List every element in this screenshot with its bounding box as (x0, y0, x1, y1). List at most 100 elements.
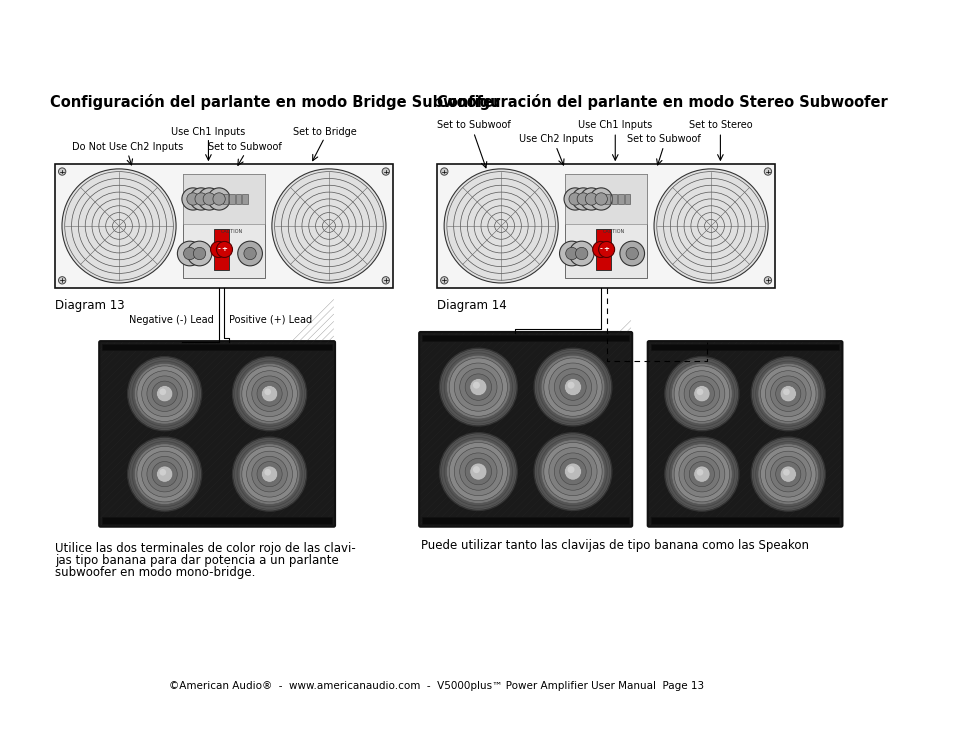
Circle shape (568, 193, 580, 205)
Circle shape (565, 247, 578, 260)
Circle shape (577, 193, 589, 205)
Circle shape (559, 458, 585, 485)
Text: Negative (-) Lead: Negative (-) Lead (130, 314, 213, 325)
Text: Use Ch1 Inputs: Use Ch1 Inputs (172, 127, 245, 137)
Circle shape (446, 440, 510, 503)
Circle shape (147, 376, 182, 412)
Circle shape (674, 366, 729, 421)
Circle shape (233, 437, 306, 511)
Bar (223, 194, 228, 204)
Circle shape (775, 461, 800, 487)
Circle shape (187, 193, 199, 205)
Circle shape (760, 366, 815, 421)
Circle shape (444, 169, 558, 283)
Circle shape (473, 466, 479, 473)
Circle shape (595, 193, 607, 205)
Bar (650, 345, 839, 350)
Circle shape (440, 168, 448, 175)
Bar (183, 174, 265, 224)
Circle shape (664, 356, 739, 431)
Circle shape (190, 188, 212, 210)
Bar (102, 517, 332, 525)
Circle shape (465, 374, 491, 400)
Circle shape (252, 456, 287, 492)
Circle shape (272, 169, 386, 283)
Circle shape (693, 385, 709, 401)
Circle shape (134, 363, 194, 424)
Circle shape (554, 368, 591, 406)
Circle shape (780, 466, 796, 482)
Circle shape (543, 358, 601, 416)
Bar (436, 165, 775, 288)
Circle shape (147, 456, 182, 492)
Circle shape (567, 382, 574, 389)
Text: -: - (217, 246, 220, 252)
Bar (624, 194, 629, 204)
Circle shape (449, 443, 507, 500)
Circle shape (564, 463, 581, 480)
FancyBboxPatch shape (418, 332, 632, 527)
Circle shape (584, 193, 597, 205)
Bar (422, 335, 628, 341)
Text: +: + (221, 246, 227, 252)
Circle shape (469, 379, 486, 396)
Circle shape (211, 241, 227, 258)
Circle shape (683, 456, 719, 492)
Text: Set to Subwoof: Set to Subwoof (436, 120, 510, 131)
Circle shape (473, 382, 479, 389)
Bar (102, 345, 332, 350)
Circle shape (760, 446, 815, 502)
Circle shape (579, 188, 602, 210)
Bar (54, 165, 393, 288)
Circle shape (208, 188, 230, 210)
Bar (183, 174, 265, 277)
Text: Puede utilizar tanto las clavijas de tipo banana como las Speakon: Puede utilizar tanto las clavijas de tip… (420, 539, 808, 552)
Circle shape (244, 247, 256, 260)
Circle shape (689, 381, 714, 406)
Circle shape (247, 370, 293, 417)
Circle shape (256, 461, 282, 487)
Circle shape (382, 168, 389, 175)
Circle shape (782, 469, 789, 475)
Circle shape (696, 469, 702, 475)
Circle shape (194, 193, 207, 205)
Bar (611, 194, 617, 204)
Circle shape (239, 363, 299, 424)
Circle shape (548, 447, 597, 496)
Circle shape (592, 241, 608, 258)
Circle shape (264, 388, 271, 395)
Circle shape (239, 444, 299, 505)
Circle shape (128, 437, 201, 511)
Circle shape (757, 363, 818, 424)
Text: Set to Stereo: Set to Stereo (688, 120, 751, 131)
Circle shape (625, 247, 638, 260)
Text: jas tipo banana para dar potencia a un parlante: jas tipo banana para dar potencia a un p… (54, 554, 338, 567)
Circle shape (775, 381, 800, 406)
Bar (596, 230, 610, 269)
Bar (422, 517, 628, 525)
Circle shape (590, 188, 612, 210)
Circle shape (664, 437, 739, 511)
Circle shape (770, 456, 805, 492)
FancyBboxPatch shape (647, 341, 841, 527)
Circle shape (247, 451, 293, 497)
Circle shape (693, 466, 709, 482)
Text: Do Not Use Ch2 Inputs: Do Not Use Ch2 Inputs (72, 142, 183, 152)
Text: Configuración del parlante en modo Stereo Subwoofer: Configuración del parlante en modo Stere… (436, 94, 887, 110)
Circle shape (469, 463, 486, 480)
Circle shape (439, 432, 517, 511)
Circle shape (159, 469, 166, 475)
Text: Utilice las dos terminales de color rojo de las clavi-: Utilice las dos terminales de color rojo… (54, 542, 355, 555)
Circle shape (780, 385, 796, 401)
Circle shape (449, 358, 507, 416)
Circle shape (152, 381, 177, 406)
Bar (565, 174, 646, 224)
Circle shape (540, 440, 604, 503)
Circle shape (58, 277, 66, 284)
Circle shape (763, 168, 771, 175)
Bar (565, 174, 646, 277)
Text: Use Ch2 Inputs: Use Ch2 Inputs (518, 134, 593, 144)
Text: +: + (603, 246, 609, 252)
Circle shape (177, 241, 202, 266)
Circle shape (554, 453, 591, 490)
